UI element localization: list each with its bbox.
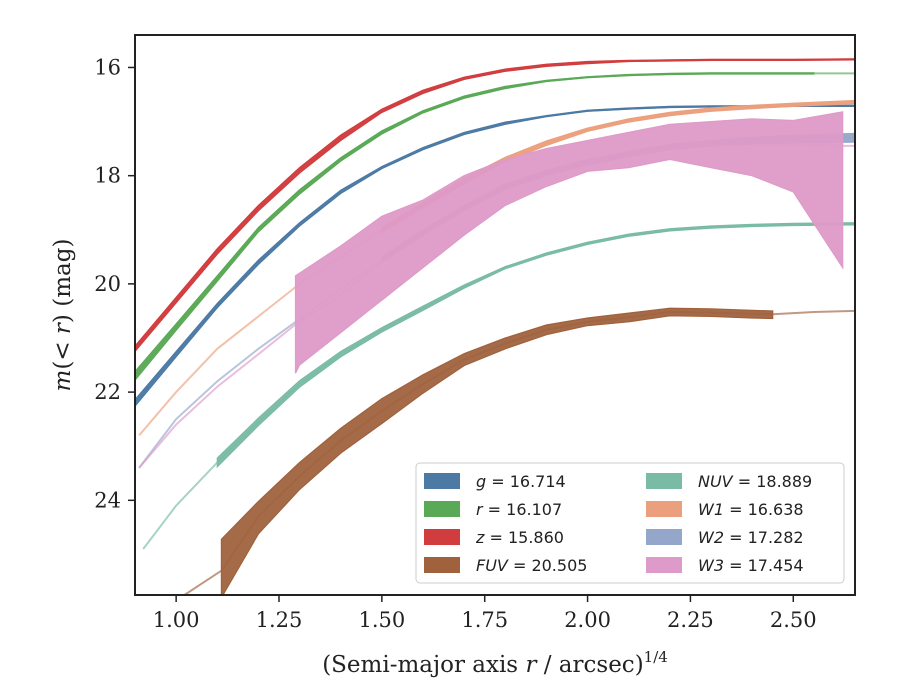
series-fuv bbox=[183, 307, 855, 595]
legend-label: NUV = 18.889 bbox=[698, 472, 812, 491]
legend-swatch bbox=[424, 529, 460, 545]
x-tick-label: 1.25 bbox=[256, 608, 303, 632]
legend-swatch bbox=[424, 501, 460, 517]
series-w3 bbox=[138, 111, 855, 469]
legend-item: NUV = 18.889 bbox=[646, 472, 812, 491]
legend-swatch bbox=[424, 473, 460, 489]
y-tick-label: 22 bbox=[94, 380, 121, 404]
legend-swatch bbox=[646, 501, 682, 517]
series-layer bbox=[135, 58, 855, 595]
x-tick-label: 2.00 bbox=[564, 608, 611, 632]
series-g bbox=[135, 104, 855, 408]
y-tick-label: 20 bbox=[94, 272, 121, 296]
legend-item: FUV = 20.505 bbox=[424, 556, 587, 575]
series-z-band bbox=[135, 58, 855, 353]
plot-frame bbox=[134, 34, 856, 596]
y-tick-label: 18 bbox=[94, 164, 121, 188]
legend-label: W1 = 16.638 bbox=[698, 500, 804, 519]
series-nuv-band bbox=[216, 222, 855, 469]
x-axis-ticks: 1.00 1.25 1.50 1.75 2.00 2.25 2.50 bbox=[153, 595, 817, 632]
series-fuv-band bbox=[220, 307, 774, 595]
x-tick-label: 1.75 bbox=[461, 608, 508, 632]
legend-label: g = 16.714 bbox=[476, 472, 566, 491]
x-tick-label: 2.50 bbox=[770, 608, 817, 632]
series-w3-band bbox=[294, 111, 844, 374]
series-nuv bbox=[142, 222, 855, 550]
y-axis-title: m(< r) (mag) bbox=[50, 239, 76, 392]
x-axis-title: (Semi-major axis r / arcsec)1/4 bbox=[322, 648, 668, 678]
legend-swatch bbox=[646, 557, 682, 573]
legend-label: W3 = 17.454 bbox=[698, 556, 804, 575]
series-z bbox=[135, 58, 855, 353]
legend-label: r = 16.107 bbox=[476, 500, 562, 519]
legend-label: FUV = 20.505 bbox=[476, 556, 587, 575]
legend-swatch bbox=[646, 529, 682, 545]
legend-items: g = 16.714 r = 16.107 z = 15.860 FUV = 20.5… bbox=[424, 472, 812, 575]
series-g-band bbox=[135, 104, 855, 408]
legend-swatch bbox=[646, 473, 682, 489]
legend-item: W2 = 17.282 bbox=[646, 528, 804, 547]
x-tick-label: 1.00 bbox=[153, 608, 200, 632]
x-tick-label: 1.50 bbox=[358, 608, 405, 632]
y-axis-ticks: 16 18 20 22 24 bbox=[94, 55, 135, 512]
legend-label: W2 = 17.282 bbox=[698, 528, 804, 547]
legend-swatch bbox=[424, 557, 460, 573]
series-r-band bbox=[135, 72, 815, 382]
y-tick-label: 16 bbox=[94, 55, 121, 79]
legend-item: r = 16.107 bbox=[424, 500, 562, 519]
series-r bbox=[135, 72, 855, 382]
legend-item: z = 15.860 bbox=[424, 528, 564, 547]
legend-item: W1 = 16.638 bbox=[646, 500, 804, 519]
legend-box bbox=[415, 462, 845, 584]
x-tick-label: 2.25 bbox=[667, 608, 714, 632]
legend-item: W3 = 17.454 bbox=[646, 556, 804, 575]
y-tick-label: 24 bbox=[94, 488, 121, 512]
legend: g = 16.714 r = 16.107 z = 15.860 FUV = 20.5… bbox=[415, 462, 845, 584]
legend-item: g = 16.714 bbox=[424, 472, 566, 491]
legend-label: z = 15.860 bbox=[475, 528, 564, 547]
